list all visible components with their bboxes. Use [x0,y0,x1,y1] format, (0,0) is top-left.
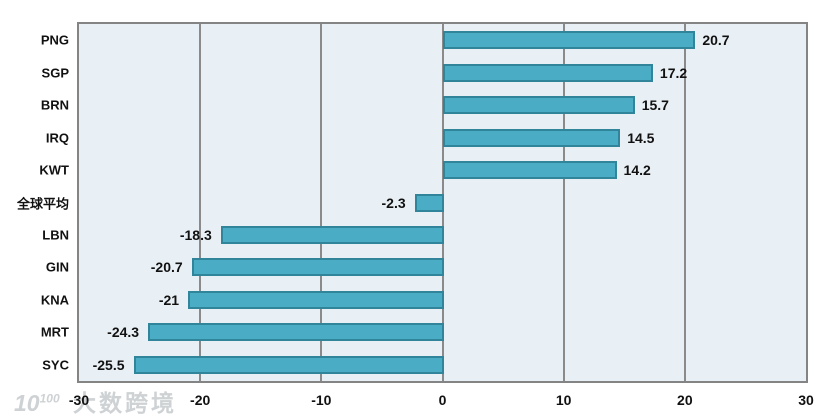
x-tick-label-30: 30 [798,392,814,408]
gridline-x--20 [199,24,202,381]
x-tick-label--20: -20 [190,392,211,408]
category-label-SGP: SGP [41,65,69,81]
bar-全球平均 [414,193,445,212]
value-label-MRT: -24.3 [107,324,140,341]
plot-inner: 20.7 17.2 15.7 14.5 14.2 -2.3 -18.3 -20.7 -21 -24… [79,24,806,381]
x-tick-label-20: 20 [677,392,693,408]
bar-PNG [442,31,696,50]
x-tick-label--10: -10 [311,392,332,408]
category-label-SYC: SYC [42,357,69,373]
value-label-全球平均: -2.3 [381,194,406,211]
bar-IRQ [442,128,621,147]
category-label-MRT: MRT [40,324,69,340]
category-label-IRQ: IRQ [45,130,69,146]
bar-GIN [191,258,445,277]
category-label-GIN: GIN [45,259,69,275]
bar-KWT [442,161,617,180]
value-label-GIN: -20.7 [150,259,183,276]
value-label-KWT: 14.2 [623,162,651,179]
category-label-BRN: BRN [40,97,69,113]
x-tick-label--30: -30 [68,392,90,408]
category-label-KNA: KNA [40,292,69,308]
watermark-logo-icon: 10100 [14,390,60,416]
value-label-PNG: 20.7 [702,32,730,49]
x-tick-label-10: 10 [555,392,572,408]
value-label-SGP: 17.2 [659,64,688,81]
bar-SGP [442,63,653,82]
value-label-LBN: -18.3 [179,226,212,243]
value-label-KNA: -21 [158,291,180,308]
value-label-BRN: 15.7 [641,97,669,114]
value-label-SYC: -25.5 [92,356,125,373]
category-label-KWT: KWT [39,162,69,178]
gridline-x--10 [320,24,323,381]
bar-BRN [442,96,635,115]
bar-SYC [133,355,445,374]
value-label-IRQ: 14.5 [627,129,655,146]
category-label-PNG: PNG [40,32,69,48]
gridline-x-20 [683,24,686,381]
category-label-LBN: LBN [42,227,69,243]
bar-MRT [148,323,445,342]
plot-area: 20.7 17.2 15.7 14.5 14.2 -2.3 -18.3 -20.7 -21 -24… [77,22,808,383]
x-tick-label-0: 0 [438,392,447,408]
bar-KNA [188,290,445,309]
watermark: 10100 大数跨境 [14,384,177,417]
gridline-x-10 [562,24,565,381]
bar-LBN [220,225,445,244]
category-label-全球平均: 全球平均 [16,196,69,211]
